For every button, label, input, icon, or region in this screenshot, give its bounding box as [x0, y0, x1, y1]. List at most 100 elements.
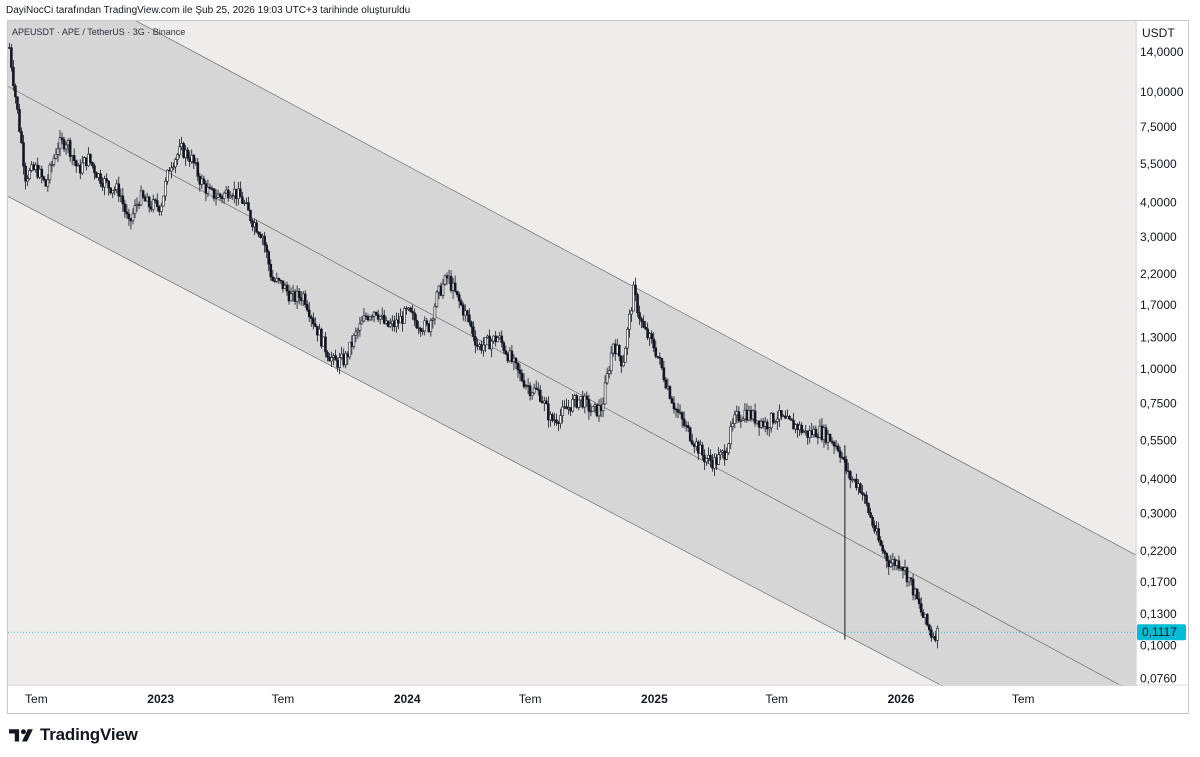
candle — [314, 317, 317, 328]
candle-body — [867, 503, 870, 514]
candle — [174, 157, 177, 174]
chart-area[interactable]: USDT 14,0000 10,0000 7,5000 5,5000 4,0000 3,00… — [7, 20, 1189, 714]
candle-body — [113, 189, 117, 191]
candle — [42, 175, 46, 182]
candle-body — [168, 169, 171, 172]
candle — [93, 163, 96, 180]
candle — [474, 330, 477, 354]
candle — [60, 132, 64, 145]
candle-body — [166, 169, 169, 182]
candle — [182, 141, 185, 159]
candle-body — [500, 335, 504, 343]
candle-body — [694, 441, 698, 447]
candle — [374, 311, 378, 316]
candle-body — [887, 560, 891, 567]
candle — [731, 418, 735, 432]
candle — [688, 426, 692, 443]
candle-body — [915, 588, 919, 600]
candle-body — [601, 403, 605, 412]
candle-body — [573, 395, 577, 400]
candle — [107, 180, 110, 196]
candle — [263, 231, 266, 253]
candle-body — [210, 188, 214, 190]
candle — [656, 356, 660, 359]
candle-body — [261, 235, 264, 239]
candle — [727, 442, 731, 456]
candle — [601, 397, 605, 418]
candle-body — [851, 479, 854, 481]
candle-body — [348, 341, 352, 358]
candle — [741, 416, 745, 422]
price-chart[interactable]: USDT 14,0000 10,0000 7,5000 5,5000 4,0000 3,00… — [8, 21, 1188, 713]
candle-body — [368, 316, 372, 321]
candle — [717, 447, 720, 466]
x-axis-panel — [8, 686, 1188, 713]
candle — [510, 345, 514, 364]
candle — [522, 373, 526, 389]
candle — [164, 177, 167, 201]
candle-body — [247, 202, 250, 211]
candle — [334, 349, 337, 361]
y-tick-label: 3,0000 — [1140, 230, 1177, 244]
candle-body — [567, 407, 570, 410]
candle-body — [275, 278, 279, 282]
candle-body — [101, 183, 104, 188]
candle-body — [472, 326, 475, 337]
candle — [855, 473, 858, 491]
candle-body — [429, 320, 433, 332]
candle-body — [366, 316, 370, 321]
candle-body — [579, 395, 583, 401]
candle-body — [326, 351, 329, 358]
candle-body — [808, 430, 812, 438]
candle — [123, 199, 127, 218]
candle-body — [654, 347, 658, 357]
candle — [705, 457, 708, 466]
candle — [905, 566, 909, 588]
candle-body — [204, 183, 208, 194]
candle — [496, 335, 500, 343]
candle-body — [642, 321, 645, 328]
candle-body — [666, 386, 670, 389]
candle — [121, 187, 125, 212]
candle — [46, 174, 50, 192]
candles-group — [8, 42, 939, 649]
candle-body — [771, 412, 775, 424]
candle-body — [743, 409, 747, 420]
candle-body — [421, 330, 425, 333]
symbol-legend[interactable]: APEUSDT · APE / TetherUS · 3G · Binance — [12, 27, 186, 37]
candle-body — [356, 329, 360, 333]
candle — [664, 376, 668, 390]
candle — [701, 442, 704, 460]
candle-body — [705, 458, 708, 463]
y-tick-label: 1,3000 — [1140, 330, 1177, 344]
candle — [24, 162, 27, 190]
candle-body — [457, 294, 461, 302]
candle — [362, 307, 366, 322]
candle-body — [613, 343, 617, 355]
candle — [320, 327, 323, 349]
candle-body — [299, 297, 303, 301]
candle-body — [830, 440, 834, 443]
candle — [91, 161, 94, 169]
candle-body — [506, 353, 510, 362]
candle — [520, 369, 524, 383]
candle-body — [709, 454, 712, 461]
candle-body — [810, 430, 814, 435]
tradingview-logo[interactable]: TradingView — [9, 725, 138, 745]
candle-body — [921, 611, 925, 618]
candle-body — [786, 416, 789, 419]
candle — [532, 383, 536, 395]
candle-body — [178, 146, 181, 156]
candle — [44, 178, 48, 187]
candle — [534, 380, 538, 390]
candle-body — [891, 559, 895, 564]
candle — [658, 352, 662, 365]
tradingview-logo-icon — [9, 729, 33, 742]
candle — [309, 314, 313, 327]
candle — [680, 410, 684, 428]
candle — [457, 291, 461, 309]
candle-body — [87, 153, 90, 167]
y-tick-label: 1,7000 — [1140, 298, 1177, 312]
candle — [12, 60, 15, 91]
candle — [626, 327, 629, 356]
